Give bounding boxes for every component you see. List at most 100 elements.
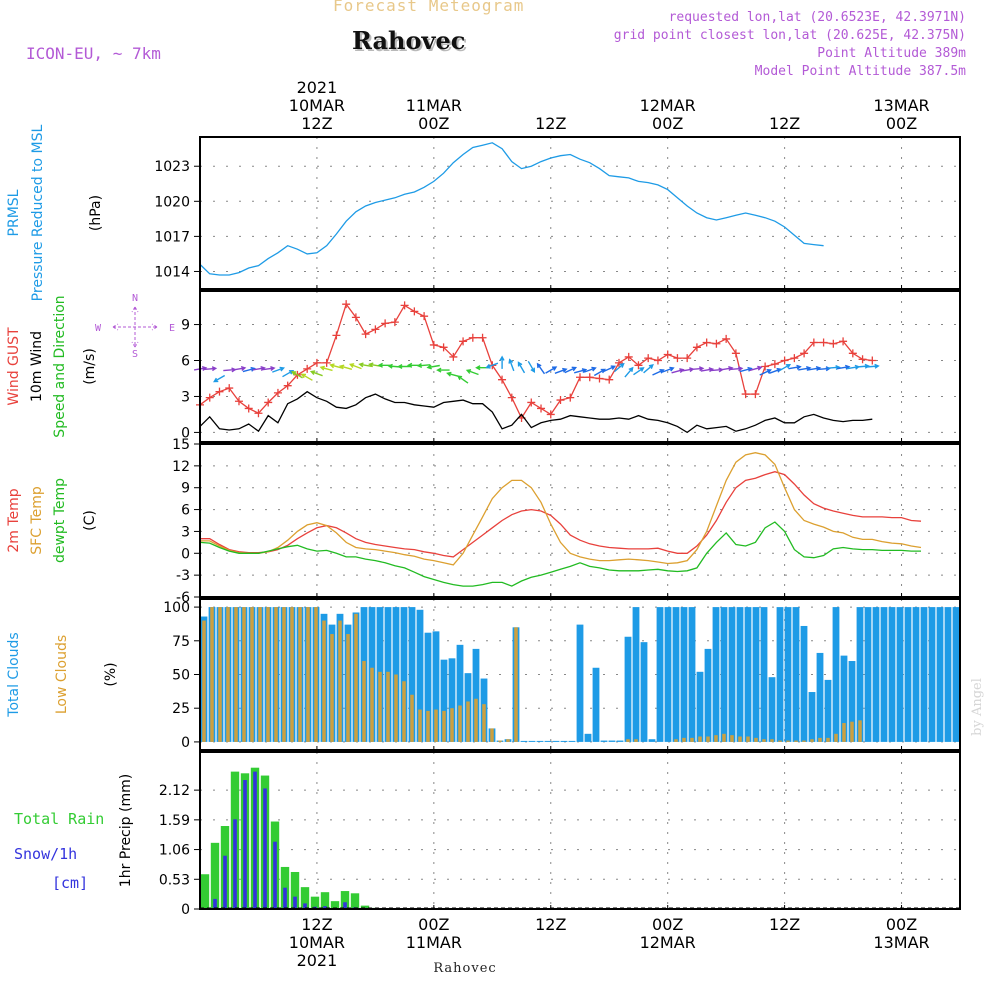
gust-marker	[546, 410, 555, 419]
total-cloud-bar	[808, 692, 816, 742]
ytick-label: 12	[172, 459, 190, 475]
total-cloud-bar	[952, 607, 960, 742]
low-cloud-bar	[778, 740, 782, 742]
low-cloud-bar	[730, 735, 734, 742]
ylabel-line: Low Clouds	[54, 635, 70, 714]
wind-arrow	[457, 375, 469, 384]
wind-arrow	[203, 366, 218, 372]
gust-marker	[361, 330, 370, 339]
snow-bar	[343, 902, 347, 909]
compass-north: N	[132, 293, 138, 304]
low-cloud-bar	[466, 701, 470, 742]
snow-bar	[233, 819, 237, 909]
low-cloud-bar	[210, 607, 214, 742]
total-cloud-bar	[560, 740, 568, 742]
total-cloud-bar	[752, 607, 760, 742]
gust-marker	[439, 343, 448, 352]
panel-background	[200, 444, 960, 597]
wind-arrow	[574, 368, 588, 374]
low-cloud-bar	[842, 723, 846, 742]
total-cloud-bar	[864, 607, 872, 742]
precip-legend-line: Total Rain	[14, 810, 104, 828]
total-cloud-bar	[760, 607, 768, 742]
requested-lonlat: requested lon,lat (20.6523E, 42.3971N)	[668, 10, 966, 25]
gust-marker	[722, 334, 731, 343]
low-cloud-bar	[338, 620, 342, 742]
panels-group: 1014 1017 1020 1023 PRMSL Pressure Reduced to…	[6, 124, 961, 918]
gust-marker	[839, 337, 848, 346]
series-gust	[199, 302, 873, 420]
time-label-bottom: 13MAR	[873, 933, 929, 952]
total-cloud-bar	[672, 607, 680, 742]
wind-arrow	[652, 369, 665, 376]
snow-bar	[303, 903, 307, 909]
gust-marker	[683, 354, 692, 363]
wind-arrow	[856, 363, 870, 369]
total-cloud-bar	[888, 607, 896, 742]
ytick-label: 25	[172, 701, 190, 717]
ytick-label: 3	[181, 389, 190, 405]
rain-bar	[360, 905, 370, 909]
gust-marker	[780, 356, 789, 365]
wind-arrow	[242, 366, 256, 373]
wind-arrow	[593, 368, 606, 377]
gust-marker	[663, 350, 672, 359]
wind-arrow	[768, 367, 782, 374]
low-cloud-bar	[250, 607, 254, 742]
gust-marker	[215, 387, 224, 396]
gust-marker	[819, 338, 828, 347]
total-cloud-bar	[720, 607, 728, 742]
low-cloud-bar	[514, 627, 518, 742]
total-cloud-bar	[416, 609, 424, 742]
wind-arrow	[788, 364, 802, 370]
gust-marker	[537, 404, 546, 413]
wind-arrow	[554, 367, 568, 374]
time-label-bottom: 00Z	[652, 915, 683, 934]
total-cloud-bar	[712, 607, 720, 742]
gust-marker	[614, 358, 623, 367]
wind-arrow	[508, 358, 515, 372]
total-cloud-bar	[528, 740, 536, 742]
gust-marker	[468, 333, 477, 342]
gust-marker	[449, 352, 458, 361]
total-cloud-bar	[704, 648, 712, 742]
gust-marker	[809, 338, 818, 347]
wind-arrow	[465, 369, 479, 376]
gust-marker	[585, 373, 594, 382]
gust-marker	[244, 404, 253, 413]
ylabel-line: PRMSL	[6, 189, 22, 236]
wind-arrow	[232, 365, 247, 371]
time-label-bottom: 12Z	[769, 915, 800, 934]
wind-arrow	[436, 367, 450, 373]
ytick-label: 0	[181, 546, 190, 562]
wind-arrow	[643, 364, 654, 374]
ytick-label: 1.06	[159, 843, 190, 859]
low-cloud-bar	[714, 735, 718, 742]
gust-marker	[653, 356, 662, 365]
location-title: Rahovec	[352, 26, 466, 55]
low-cloud-bar	[394, 674, 398, 742]
total-cloud-bar	[856, 607, 864, 742]
gust-marker	[312, 358, 321, 367]
model-label: ICON-EU, ~ 7km	[26, 44, 161, 63]
gust-marker	[624, 352, 633, 361]
total-cloud-bar	[432, 631, 440, 742]
total-cloud-bar	[824, 679, 832, 742]
gust-marker	[342, 300, 351, 309]
ytick-label: 0.53	[159, 872, 190, 888]
low-cloud-bar	[282, 607, 286, 742]
wind-arrow	[485, 362, 499, 369]
time-label-top: 12Z	[301, 114, 332, 133]
low-cloud-bar	[218, 607, 222, 742]
total-cloud-bar	[832, 607, 840, 742]
gust-marker	[605, 375, 614, 384]
low-cloud-bar	[762, 739, 766, 742]
low-cloud-bar	[306, 607, 310, 742]
total-cloud-bar	[696, 671, 704, 742]
ytick-label: 9	[181, 481, 190, 497]
gust-marker	[332, 331, 341, 340]
gust-marker	[576, 373, 584, 382]
wind-arrow	[499, 355, 505, 369]
series-dewpt	[199, 521, 921, 587]
